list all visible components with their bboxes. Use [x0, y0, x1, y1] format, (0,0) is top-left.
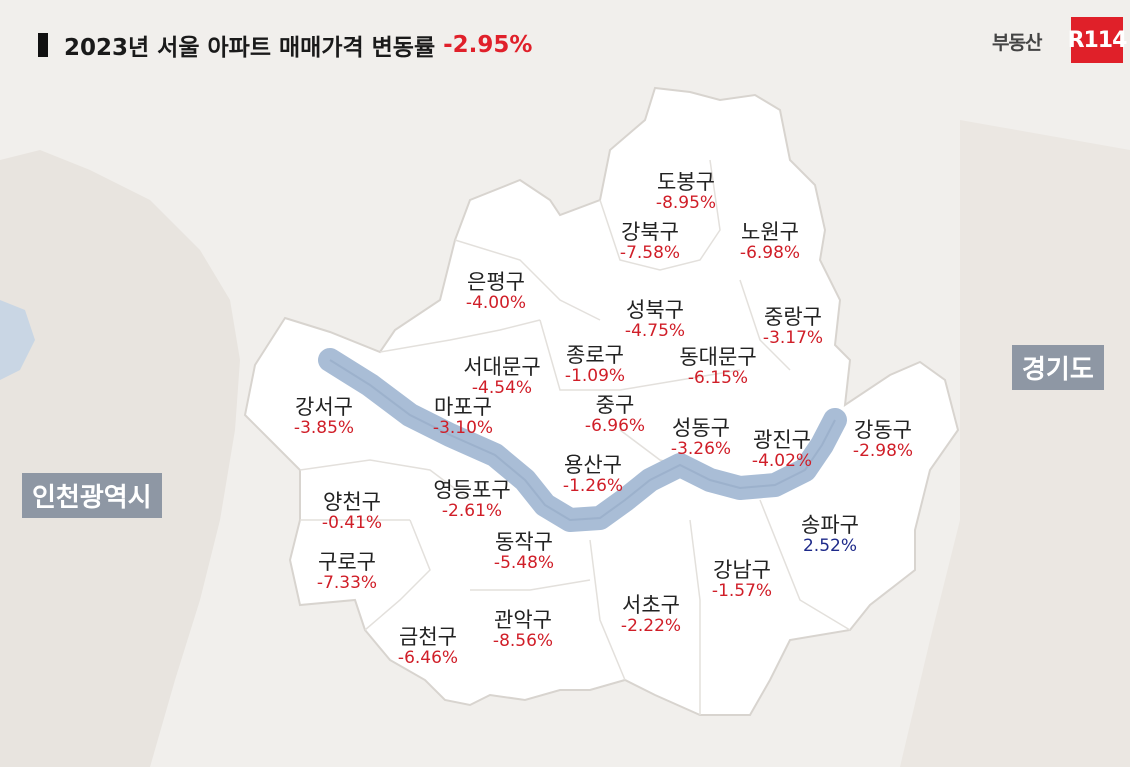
district-mapo: 마포구 -3.10% — [433, 395, 493, 439]
district-nowon: 노원구 -6.98% — [740, 220, 800, 264]
district-name: 은평구 — [467, 270, 525, 294]
district-name: 강북구 — [621, 220, 679, 244]
district-gangbuk: 강북구 -7.58% — [620, 220, 680, 264]
page-title: 2023년 서울 아파트 매매가격 변동률 -2.95% — [38, 28, 532, 62]
title-marker — [38, 33, 48, 57]
district-change: -4.00% — [465, 293, 527, 314]
district-gangnam: 강남구 -1.57% — [712, 558, 772, 602]
district-change: -5.48% — [493, 553, 555, 574]
west-water — [0, 300, 35, 380]
district-eunpyeong: 은평구 -4.00% — [466, 270, 526, 314]
district-change: -8.95% — [655, 193, 717, 214]
region-incheon: 인천광역시 — [22, 473, 162, 518]
district-change: -0.41% — [321, 513, 383, 534]
district-yangcheon: 양천구 -0.41% — [322, 490, 382, 534]
east-area — [900, 120, 1130, 767]
district-name: 동작구 — [495, 530, 553, 554]
district-dongjak: 동작구 -5.48% — [494, 530, 554, 574]
district-name: 중구 — [595, 393, 635, 417]
district-jongno: 종로구 -1.09% — [565, 343, 625, 387]
district-dobong: 도봉구 -8.95% — [656, 170, 716, 214]
district-name: 양천구 — [323, 490, 381, 514]
district-name: 관악구 — [494, 608, 552, 632]
district-gwanak: 관악구 -8.56% — [493, 608, 553, 652]
district-name: 동대문구 — [679, 345, 757, 369]
district-change: -3.17% — [762, 328, 824, 349]
district-name: 송파구 — [801, 513, 859, 537]
district-yongsan: 용산구 -1.26% — [563, 453, 623, 497]
district-name: 서대문구 — [463, 355, 541, 379]
district-change: -1.09% — [564, 366, 626, 387]
title-rate: -2.95% — [443, 32, 533, 58]
district-geumcheon: 금천구 -6.46% — [398, 625, 458, 669]
district-name: 중랑구 — [764, 305, 822, 329]
district-change: -6.96% — [584, 416, 646, 437]
district-gangdong: 강동구 -2.98% — [853, 418, 913, 462]
district-change: -2.22% — [620, 616, 682, 637]
district-name: 영등포구 — [433, 478, 511, 502]
district-change: -7.33% — [316, 573, 378, 594]
incheon-area — [0, 150, 240, 767]
district-change: -8.56% — [492, 631, 554, 652]
district-change: -3.26% — [670, 439, 732, 460]
district-change: -3.10% — [432, 418, 494, 439]
district-change: -2.61% — [441, 501, 503, 522]
district-change: -3.85% — [293, 418, 355, 439]
district-dongdaemun: 동대문구 -6.15% — [679, 345, 756, 389]
district-change: -4.54% — [471, 378, 533, 399]
district-seongbuk: 성북구 -4.75% — [625, 298, 685, 342]
district-name: 노원구 — [741, 220, 799, 244]
district-change: -1.57% — [711, 581, 773, 602]
district-gangseo: 강서구 -3.85% — [294, 395, 354, 439]
district-gwangjin: 광진구 -4.02% — [752, 428, 812, 472]
district-name: 구로구 — [318, 550, 376, 574]
district-name: 광진구 — [753, 428, 811, 452]
district-name: 강남구 — [713, 558, 771, 582]
district-change: -4.02% — [751, 451, 813, 472]
district-songpa: 송파구 2.52% — [801, 513, 859, 557]
district-yeongdeungpo: 영등포구 -2.61% — [433, 478, 510, 522]
district-jungnang: 중랑구 -3.17% — [763, 305, 823, 349]
district-change: -2.98% — [852, 441, 914, 462]
district-name: 성북구 — [626, 298, 684, 322]
district-name: 도봉구 — [657, 170, 715, 194]
district-change: -6.15% — [687, 368, 749, 389]
district-name: 금천구 — [399, 625, 457, 649]
brand-logo-text: 부동산 — [992, 32, 1042, 54]
district-change: -7.58% — [619, 243, 681, 264]
district-change: 2.52% — [802, 536, 857, 557]
district-change: -6.46% — [397, 648, 459, 669]
district-change: -6.98% — [739, 243, 801, 264]
region-gyeonggi: 경기도 — [1012, 345, 1104, 390]
district-name: 강동구 — [854, 418, 912, 442]
district-guro: 구로구 -7.33% — [317, 550, 377, 594]
district-name: 용산구 — [564, 453, 622, 477]
district-seodaemun: 서대문구 -4.54% — [463, 355, 540, 399]
title-text: 2023년 서울 아파트 매매가격 변동률 — [64, 35, 436, 61]
district-name: 서초구 — [622, 593, 680, 617]
district-name: 마포구 — [434, 395, 492, 419]
brand-logo-badge: R114 — [1068, 17, 1127, 63]
district-seocho: 서초구 -2.22% — [621, 593, 681, 637]
district-change: -1.26% — [562, 476, 624, 497]
district-name: 성동구 — [672, 416, 730, 440]
district-name: 종로구 — [566, 343, 624, 367]
district-borders — [299, 159, 851, 715]
district-jung: 중구 -6.96% — [585, 393, 645, 437]
district-name: 강서구 — [295, 395, 353, 419]
district-seongdong: 성동구 -3.26% — [671, 416, 731, 460]
district-change: -4.75% — [624, 321, 686, 342]
seoul-boundary — [243, 86, 960, 716]
